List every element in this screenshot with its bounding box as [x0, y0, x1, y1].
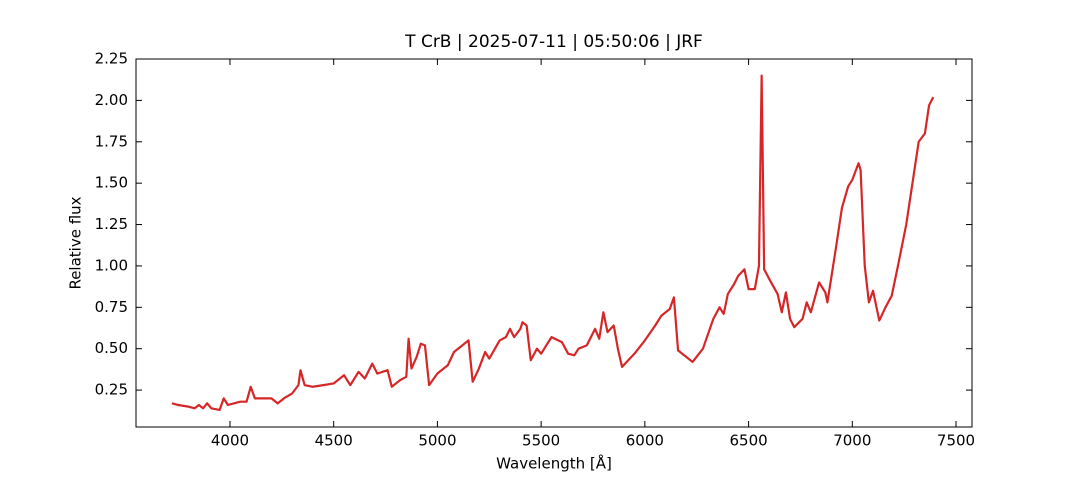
x-tick-label: 4000	[211, 432, 249, 450]
x-tick-label: 5000	[418, 432, 456, 450]
x-tick-label: 7500	[937, 432, 975, 450]
x-tick-label: 5500	[522, 432, 560, 450]
x-tick-label: 7000	[833, 432, 871, 450]
y-tick-label: 0.25	[95, 381, 128, 399]
y-tick-label: 0.75	[95, 298, 128, 316]
x-tick-label: 6500	[729, 432, 767, 450]
y-tick-label: 1.50	[95, 174, 128, 192]
x-tick-label: 6000	[626, 432, 664, 450]
y-tick-label: 1.00	[95, 256, 128, 274]
y-axis-label: Relative flux	[67, 196, 85, 289]
y-tick-label: 1.75	[95, 132, 128, 150]
y-tick-label: 2.00	[95, 91, 128, 109]
x-tick-label: 4500	[315, 432, 353, 450]
x-axis-label: Wavelength [Å]	[496, 454, 612, 473]
chart-title: T CrB | 2025-07-11 | 05:50:06 | JRF	[404, 32, 703, 52]
plot-frame	[135, 58, 973, 428]
y-tick-label: 1.25	[95, 215, 128, 233]
y-tick-label: 0.50	[95, 339, 128, 357]
y-tick-label: 2.25	[95, 50, 128, 68]
spectrum-line	[171, 74, 935, 412]
